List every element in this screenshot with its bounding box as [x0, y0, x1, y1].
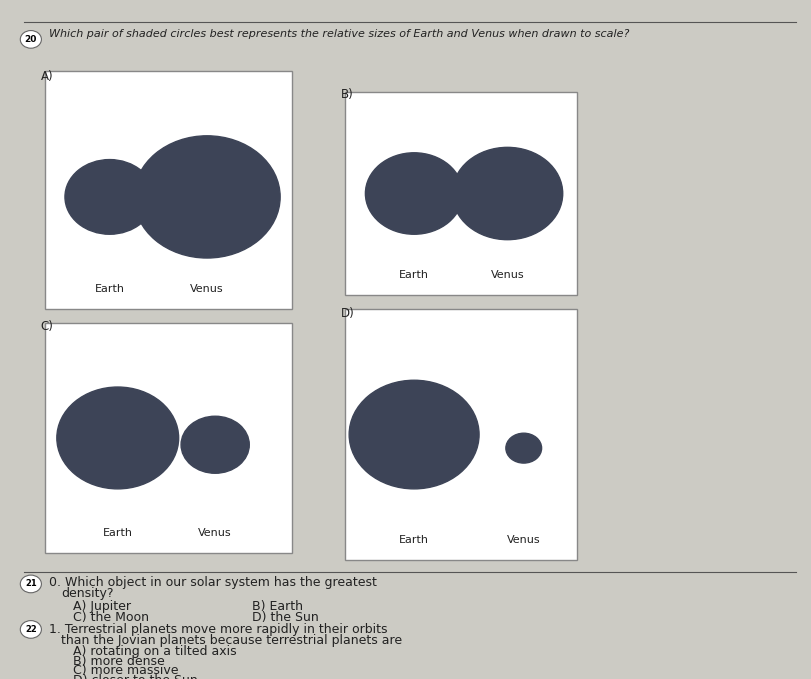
Text: Earth: Earth	[399, 270, 428, 280]
Text: 21: 21	[25, 579, 36, 589]
Circle shape	[134, 136, 280, 258]
Text: Venus: Venus	[490, 270, 524, 280]
Text: Earth: Earth	[399, 535, 428, 545]
Text: than the Jovian planets because terrestrial planets are: than the Jovian planets because terrestr…	[61, 634, 401, 647]
Text: A) rotating on a tilted axis: A) rotating on a tilted axis	[73, 645, 237, 658]
Text: A) Jupiter: A) Jupiter	[73, 600, 131, 612]
Circle shape	[365, 153, 462, 234]
Text: 20: 20	[24, 35, 37, 44]
Text: A): A)	[41, 70, 54, 83]
Text: 22: 22	[25, 625, 36, 634]
FancyBboxPatch shape	[345, 309, 576, 560]
Circle shape	[20, 621, 41, 638]
Circle shape	[505, 433, 541, 463]
Circle shape	[181, 416, 249, 473]
Text: B) Earth: B) Earth	[251, 600, 303, 612]
Text: Which pair of shaded circles best represents the relative sizes of Earth and Ven: Which pair of shaded circles best repres…	[49, 29, 629, 39]
Text: Earth: Earth	[95, 284, 124, 294]
Circle shape	[452, 147, 562, 240]
Text: D): D)	[341, 307, 354, 320]
Circle shape	[349, 380, 478, 489]
FancyBboxPatch shape	[45, 71, 292, 309]
Text: B): B)	[341, 88, 354, 101]
Text: Venus: Venus	[506, 535, 540, 545]
Text: C) more massive: C) more massive	[73, 664, 178, 677]
Text: B) more dense: B) more dense	[73, 655, 165, 667]
Text: C) the Moon: C) the Moon	[73, 611, 149, 624]
Text: 1. Terrestrial planets move more rapidly in their orbits: 1. Terrestrial planets move more rapidly…	[49, 623, 387, 636]
Text: 0. Which object in our solar system has the greatest: 0. Which object in our solar system has …	[49, 576, 376, 589]
Text: Venus: Venus	[190, 284, 224, 294]
Text: Earth: Earth	[103, 528, 132, 538]
Text: Venus: Venus	[198, 528, 232, 538]
FancyBboxPatch shape	[45, 323, 292, 553]
Text: density?: density?	[61, 587, 114, 600]
Text: C): C)	[41, 320, 54, 333]
Circle shape	[57, 387, 178, 489]
Circle shape	[65, 160, 154, 234]
Text: D) the Sun: D) the Sun	[251, 611, 318, 624]
Text: D) closer to the Sun: D) closer to the Sun	[73, 674, 198, 679]
FancyBboxPatch shape	[345, 92, 576, 295]
Circle shape	[20, 31, 41, 48]
Circle shape	[20, 575, 41, 593]
